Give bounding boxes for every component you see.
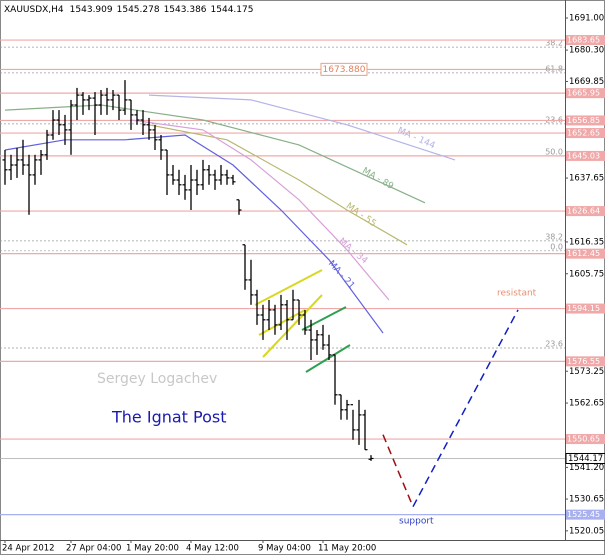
- y-tick-label: 1573.25: [569, 367, 604, 377]
- header-close: 1544.175: [211, 5, 254, 15]
- header: XAUUSDX,H4 1543.909 1545.278 1543.386 1544.1…: [4, 5, 253, 15]
- price-label: 1544.17: [568, 454, 603, 464]
- level-box: [566, 88, 605, 99]
- site-name: The Ignat Post: [111, 408, 227, 427]
- y-tick-label: 1520.05: [569, 526, 604, 536]
- x-tick-label: 1 May 20:00: [126, 544, 179, 554]
- level-label: 1656.85: [567, 116, 600, 125]
- annotation-label: 1673.880: [323, 65, 366, 75]
- level-box: [566, 128, 605, 139]
- header-low: 1543.386: [164, 5, 207, 15]
- channel-line: [301, 306, 347, 331]
- channel-line: [305, 344, 351, 373]
- level-label: 1652.65: [567, 129, 600, 138]
- ma-line: [148, 94, 456, 161]
- ma-line: [4, 134, 384, 334]
- trendlines: [254, 269, 351, 373]
- y-tick-label: 1680.30: [569, 46, 604, 56]
- support-label: support: [399, 517, 434, 527]
- forecast-line: [412, 309, 519, 508]
- watermark: Sergey Logachev: [97, 371, 217, 387]
- annotation-box: [320, 62, 368, 76]
- forecast-line: [382, 434, 414, 507]
- level-label: 1626.64: [567, 207, 600, 216]
- level-box: [566, 248, 605, 259]
- fib-ratio: 23.6: [545, 340, 563, 349]
- channel-line: [262, 294, 323, 358]
- level-box: [566, 509, 605, 520]
- header-high: 1545.278: [117, 5, 160, 15]
- price-box: [565, 452, 605, 464]
- level-label: 1645.03: [567, 151, 600, 160]
- x-tick-label: 27 Apr 04:00: [66, 544, 121, 554]
- y-tick-label: 1541.20: [569, 463, 604, 473]
- y-tick-label: 1669.85: [569, 77, 604, 87]
- fib-ratio: 0.0: [550, 242, 563, 251]
- y-tick-label: 1530.65: [569, 495, 604, 505]
- level-label: 1683.65: [567, 36, 600, 45]
- y-tick-label: 1616.35: [569, 237, 604, 247]
- level-label: 1612.45: [567, 249, 600, 258]
- resistance-label: resistant: [497, 289, 537, 299]
- ma-line: [130, 119, 390, 301]
- fib-ratio: 38.2: [545, 232, 563, 241]
- x-tick-label: 24 Apr 2012: [2, 544, 55, 554]
- y-tick-label: 1691.00: [569, 14, 604, 24]
- channel-line: [254, 269, 323, 306]
- symbol: XAUUSDX,H4: [4, 5, 64, 15]
- y-tick-label: 1637.65: [569, 174, 604, 184]
- ma-line: [148, 124, 408, 246]
- x-tick-label: 9 May 04:00: [258, 544, 311, 554]
- level-box: [566, 434, 605, 445]
- level-label: 1550.65: [567, 435, 600, 444]
- y-tick-label: 1562.65: [569, 399, 604, 409]
- level-label: 1525.45: [567, 510, 600, 519]
- x-tick-label: 4 May 12:00: [186, 544, 239, 554]
- y-tick-label: 1605.75: [569, 269, 604, 279]
- level-label: 1576.55: [567, 357, 600, 366]
- level-label: 1594.15: [567, 304, 600, 313]
- level-box: [566, 150, 605, 161]
- level-label: 1665.95: [567, 89, 600, 98]
- x-tick-label: 11 May 20:00: [318, 544, 376, 554]
- ma-line: [4, 104, 426, 204]
- level-box: [566, 206, 605, 217]
- level-box: [566, 115, 605, 126]
- fib-ratio: 38.2: [545, 39, 563, 48]
- level-box: [566, 303, 605, 314]
- fib-ratio: 50.0: [545, 148, 563, 157]
- header-open: 1543.909: [70, 5, 113, 15]
- level-box: [566, 356, 605, 367]
- channel-line: [258, 309, 306, 336]
- level-box: [566, 35, 605, 46]
